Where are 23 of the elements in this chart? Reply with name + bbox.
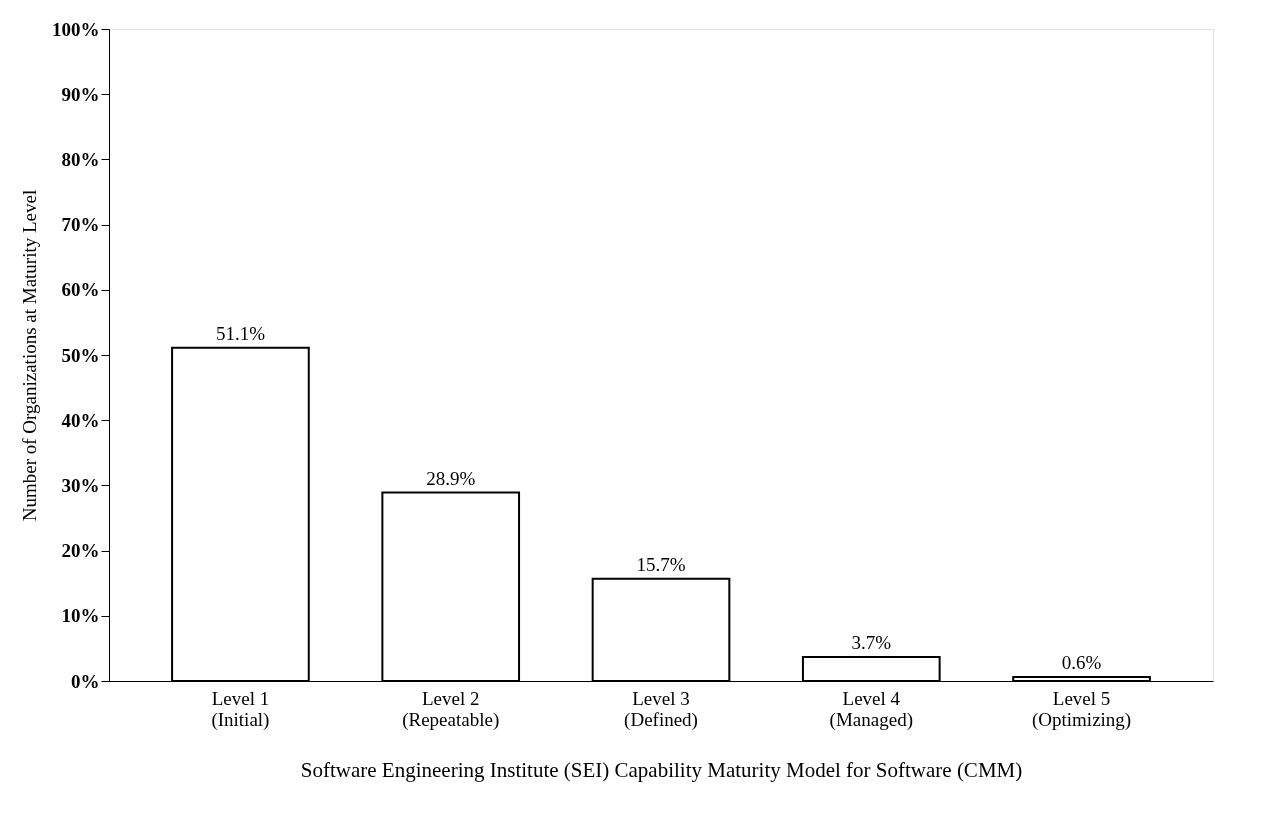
y-tick-label: 90% (61, 83, 100, 105)
x-axis-title: Software Engineering Institute (SEI) Capability Maturity Model for Software (CMM) (300, 757, 1023, 782)
x-tick-label: Level 3 (Defined) (624, 687, 698, 731)
x-tick-label: Level 5 (Optimizing) (1031, 687, 1132, 731)
y-tick-label: 40% (61, 409, 100, 431)
y-tick-label: 10% (61, 605, 100, 627)
x-tick-label: Level 4 (Managed) (829, 687, 913, 731)
y-tick-label: 80% (61, 148, 100, 170)
data-label: 28.9% (426, 467, 476, 489)
y-tick-label: 30% (61, 474, 100, 496)
y-tick-label: 70% (61, 214, 100, 236)
y-axis-title: Number of Organizations at Maturity Level (19, 189, 40, 522)
x-tick-label: Level 1 (Initial) (211, 687, 270, 731)
data-label: 15.7% (636, 553, 686, 575)
data-label: 51.1% (215, 322, 266, 344)
data-label: 3.7% (851, 631, 892, 653)
y-tick-label: 0% (71, 670, 100, 692)
y-tick-label: 60% (61, 279, 100, 301)
y-tick-label: 20% (61, 540, 100, 562)
data-label: 0.6% (1061, 652, 1102, 674)
x-tick-label: Level 2 (Repeatable) (402, 687, 500, 731)
y-tick-label: 50% (61, 344, 100, 366)
y-tick-label: 100% (52, 18, 100, 40)
